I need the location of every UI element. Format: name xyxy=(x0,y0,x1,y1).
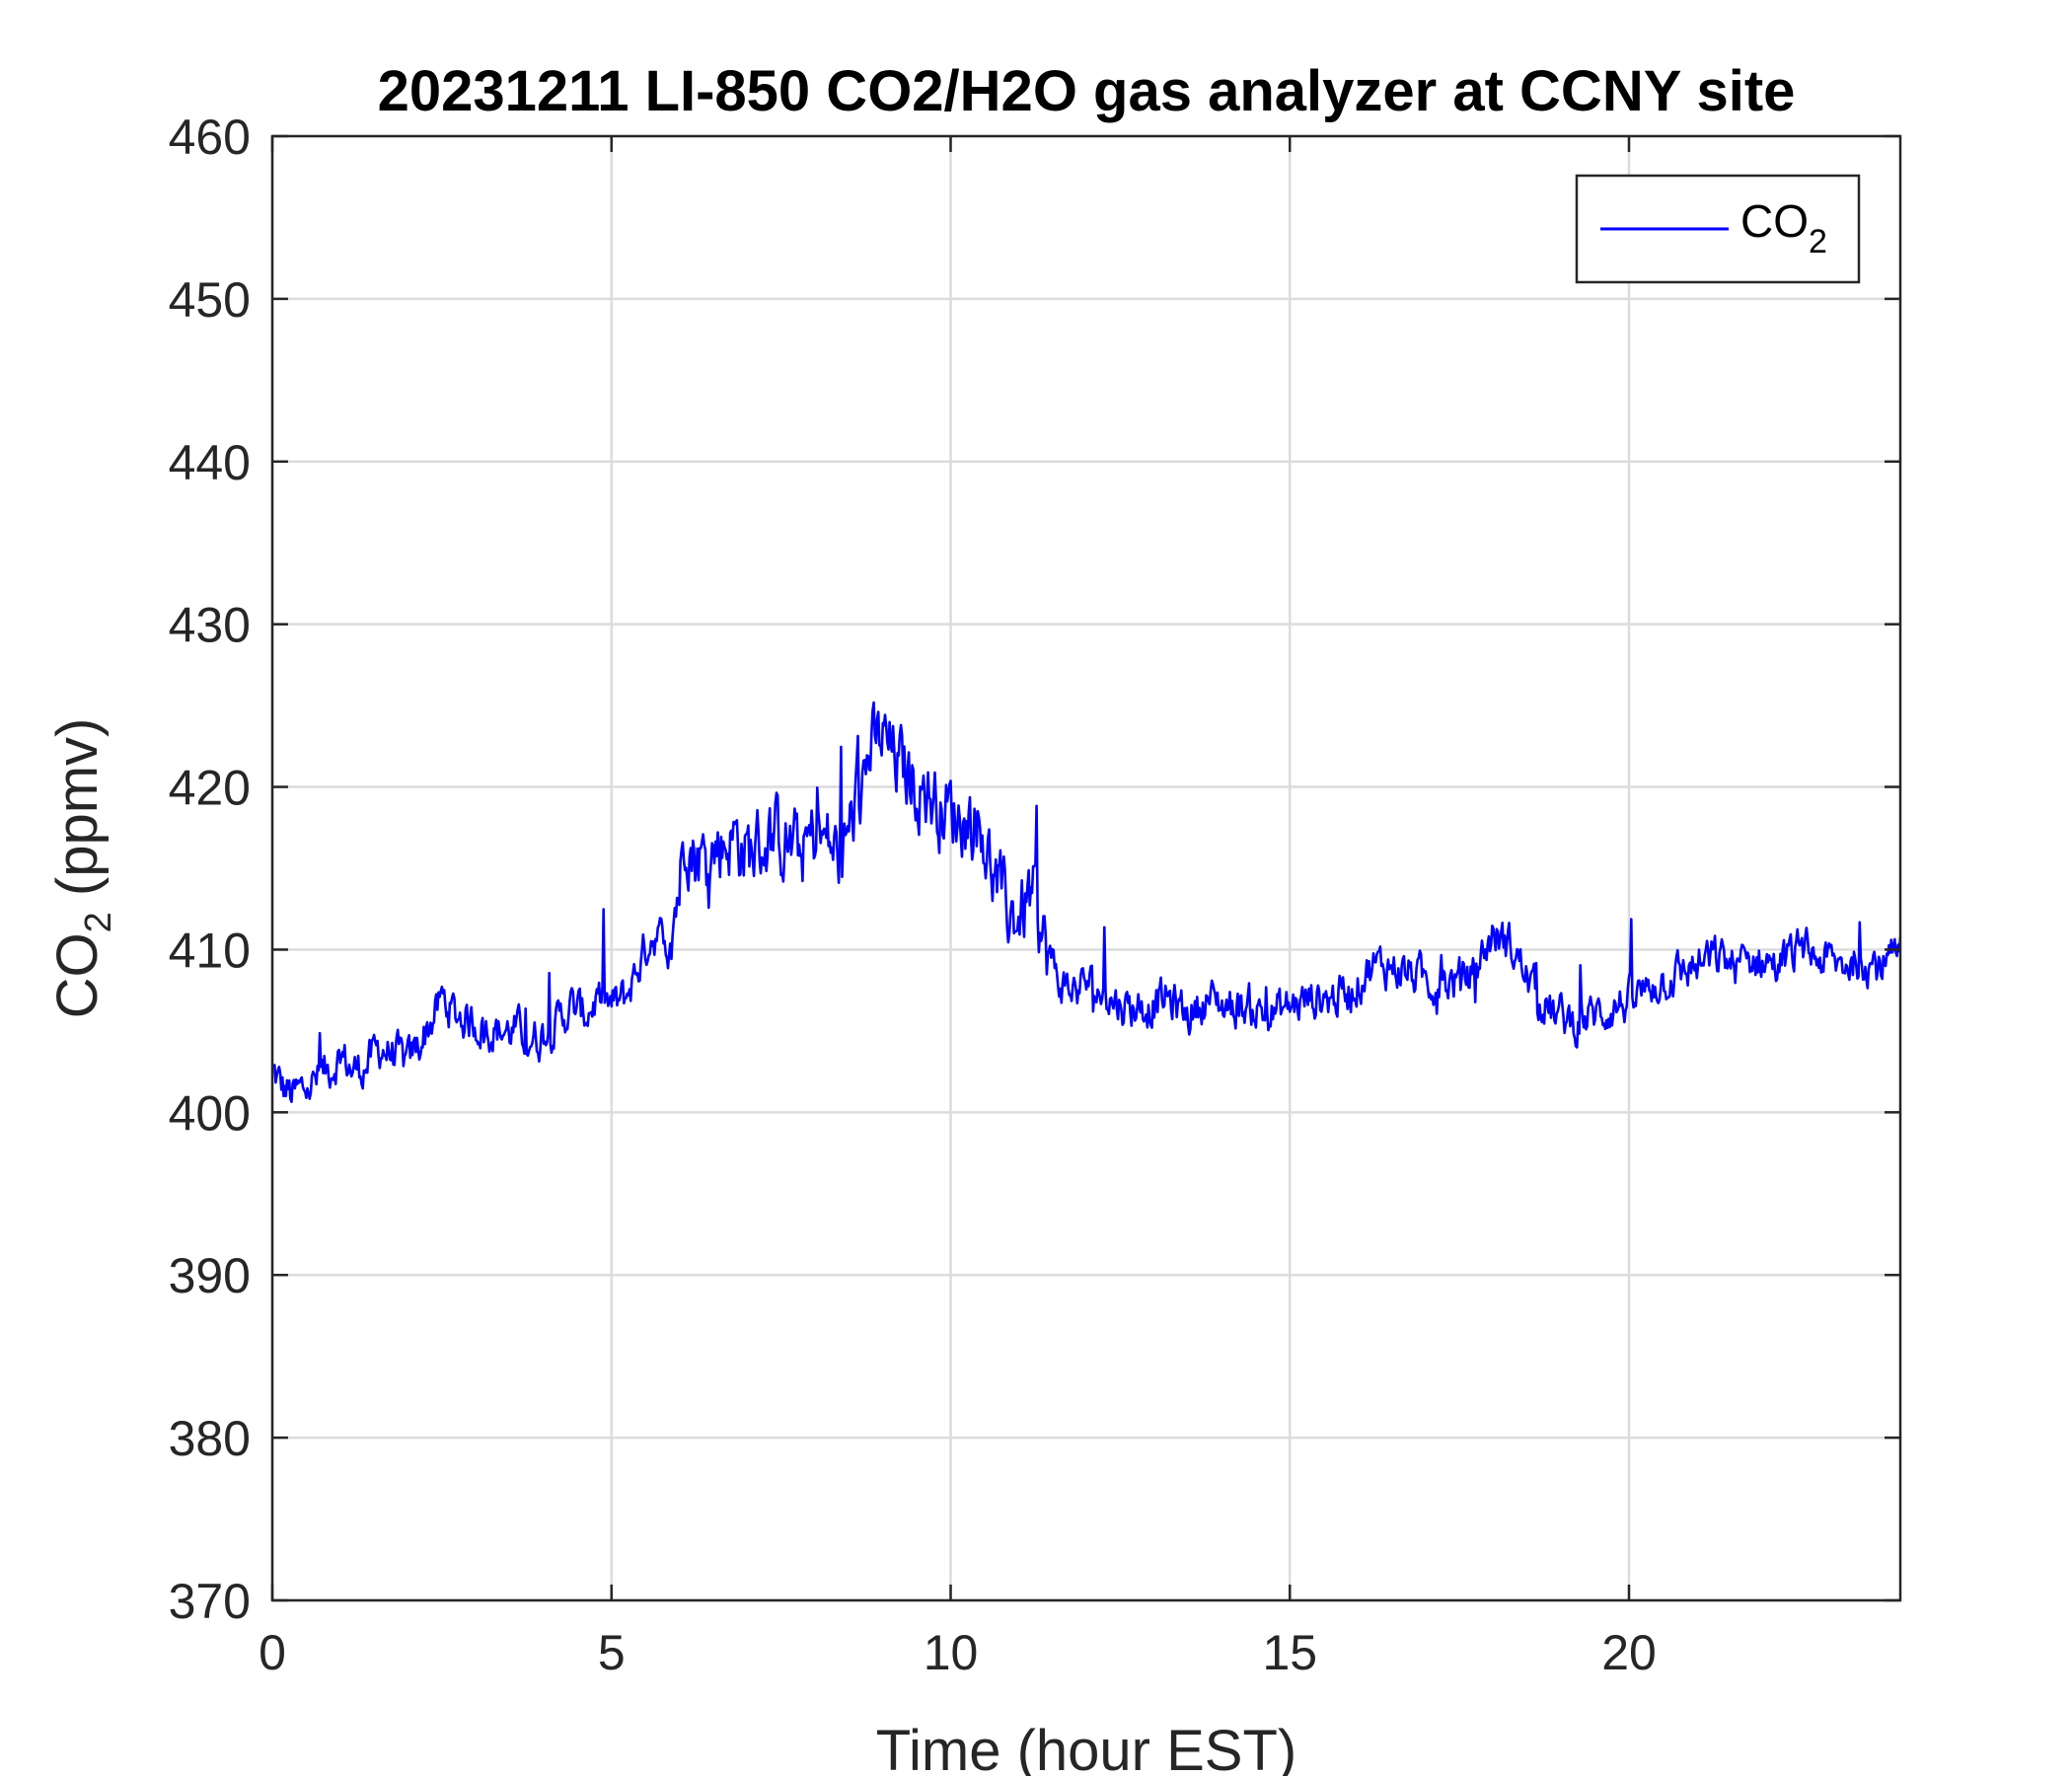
y-tick-label: 460 xyxy=(169,110,251,165)
y-tick-label: 440 xyxy=(169,435,251,490)
plot-frame xyxy=(270,134,1902,1602)
y-axis-label: CO2 (ppmv) xyxy=(45,718,119,1019)
y-tick-label: 450 xyxy=(169,272,251,328)
y-tick-label: 430 xyxy=(169,598,251,653)
legend-entry-sub: 2 xyxy=(1809,223,1827,260)
y-axis-label-main: CO xyxy=(45,932,110,1018)
y-tick-label: 390 xyxy=(169,1248,251,1303)
y-tick-label: 380 xyxy=(169,1411,251,1466)
y-tick-label: 370 xyxy=(169,1574,251,1629)
x-axis-label: Time (hour EST) xyxy=(876,1719,1296,1776)
y-tick-label: 410 xyxy=(169,923,251,978)
legend-entry-main: CO xyxy=(1740,195,1809,247)
x-tick-labels: 0 5 10 15 20 xyxy=(259,1625,1657,1680)
y-tick-label: 400 xyxy=(169,1085,251,1141)
chart-title: 20231211 LI-850 CO2/H2O gas analyzer at … xyxy=(378,59,1796,123)
axis-ticks xyxy=(270,134,1900,1602)
legend-entry-co2: CO2 xyxy=(1740,195,1827,260)
series-line-co2 xyxy=(272,701,1900,1103)
x-tick-label: 0 xyxy=(259,1625,286,1680)
x-tick-label: 10 xyxy=(924,1625,979,1680)
series-layer xyxy=(272,701,1900,1103)
y-tick-labels: 370 380 390 400 410 420 430 440 450 460 xyxy=(169,110,251,1629)
y-axis-label-suffix: (ppmv) xyxy=(45,718,110,913)
x-tick-label: 15 xyxy=(1262,1625,1317,1680)
y-axis-label-sub: 2 xyxy=(78,912,119,932)
legend: CO2 xyxy=(1575,174,1861,284)
x-tick-label: 20 xyxy=(1601,1625,1657,1680)
x-tick-label: 5 xyxy=(598,1625,626,1680)
y-tick-label: 420 xyxy=(169,761,251,816)
svg-text:CO2 (ppmv): CO2 (ppmv) xyxy=(45,718,119,1019)
plot-background xyxy=(272,136,1900,1600)
